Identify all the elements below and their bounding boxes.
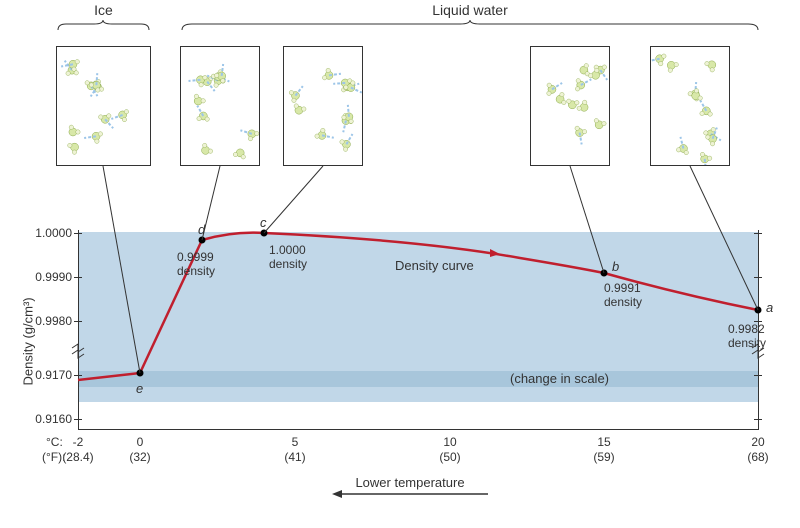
density-label-d: 0.9999density xyxy=(177,250,215,279)
chart-letter-d: d xyxy=(198,222,205,237)
arrow-text: Lower temperature xyxy=(355,475,464,490)
density-label-a: 0.9982density xyxy=(728,322,766,351)
chart-letter-a: a xyxy=(766,300,773,315)
connector-a xyxy=(690,166,758,310)
density-label-b: 0.9991density xyxy=(604,281,642,310)
connector-e xyxy=(103,166,140,373)
arrow-icon xyxy=(330,490,490,502)
connector-c xyxy=(264,166,323,233)
scale-note: (change in scale) xyxy=(510,371,609,386)
density-label-c: 1.0000density xyxy=(269,243,307,272)
chart-letter-e: e xyxy=(136,381,143,396)
chart-letter-c: c xyxy=(260,215,267,230)
curve-label-text: Density curve xyxy=(395,258,474,273)
connector-b xyxy=(570,166,604,273)
diagram-container: Ice Liquid water 0° e 2° d 4° c 15° b 20… xyxy=(0,0,800,528)
arrow-label: Lower temperature xyxy=(330,475,490,502)
chart-letter-b: b xyxy=(612,259,619,274)
curve-label: Density curve xyxy=(395,258,474,273)
